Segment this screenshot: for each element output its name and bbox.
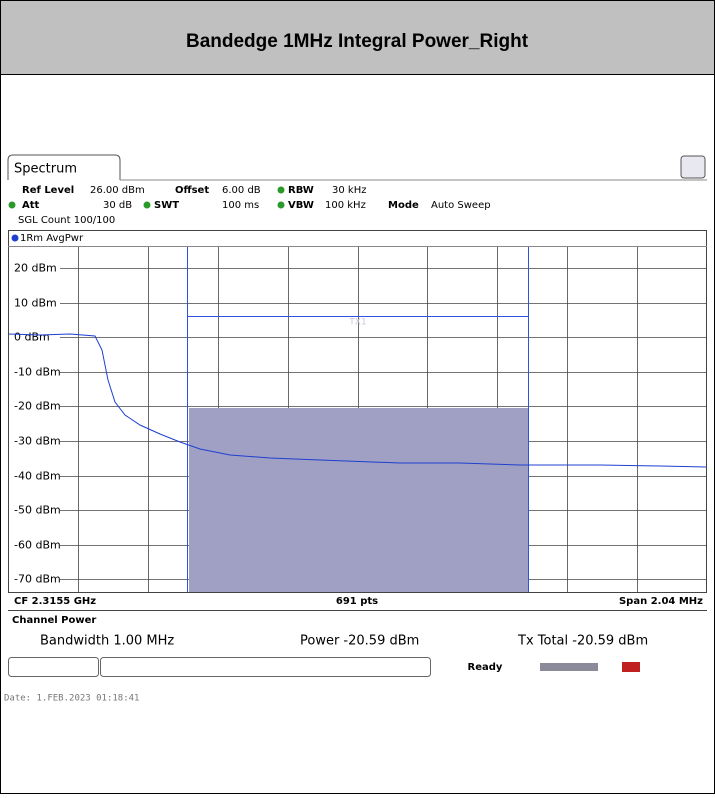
trace-label: 1Rm AvgPwr [20,233,84,244]
status: Ready [468,662,503,673]
cp-bandwidth: Bandwidth 1.00 MHz [40,634,174,649]
value: 30 kHz [332,185,366,196]
y-label: -30 dBm [14,435,61,448]
progress [540,663,598,671]
trace [8,333,707,468]
dot [277,186,285,194]
value: 100 ms [222,200,259,211]
y-label: 0 dBm [14,331,50,344]
title: Bandedge 1MHz Integral Power_Right [186,31,529,52]
label: Offset [175,185,209,196]
cp-tx-total: Tx Total -20.59 dBm [517,634,648,649]
value: 100 kHz [325,200,366,211]
points: 691 pts [336,596,378,607]
marker-label: TX1 [348,318,366,328]
value: Auto Sweep [431,200,491,211]
sgl-count: SGL Count 100/100 [18,215,115,226]
header-band [1,1,714,74]
y-label: 10 dBm [14,297,57,310]
logo [622,662,640,672]
tab-label: Spectrum [14,162,77,177]
status-field [100,657,431,677]
menu-button[interactable] [680,155,706,179]
cp-power: Power -20.59 dBm [300,634,419,649]
value: 26.00 dBm [90,185,145,196]
label: SWT [154,200,179,211]
trace-dot [11,234,19,242]
dot [143,201,151,209]
y-label: -40 dBm [14,470,61,483]
span: Span 2.04 MHz [619,596,703,607]
label: Ref Level [22,185,74,196]
y-label: -10 dBm [14,366,61,379]
y-label: 20 dBm [14,262,57,275]
y-label: -70 dBm [14,573,61,586]
center-freq: CF 2.3155 GHz [14,596,96,607]
label: Mode [388,200,419,211]
tab[interactable] [7,154,121,180]
value: 6.00 dB [222,185,261,196]
y-label: -50 dBm [14,504,61,517]
dot [8,201,16,209]
cp-title: Channel Power [12,615,96,626]
channel-area [189,408,528,592]
date: Date: 1.FEB.2023 01:18:41 [4,694,139,704]
label: Att [22,200,40,211]
label: VBW [288,200,314,211]
y-label: -20 dBm [14,400,61,413]
label: RBW [288,185,314,196]
status-field [8,657,99,677]
value: 30 dB [103,200,132,211]
dot [277,201,285,209]
y-label: -60 dBm [14,539,61,552]
